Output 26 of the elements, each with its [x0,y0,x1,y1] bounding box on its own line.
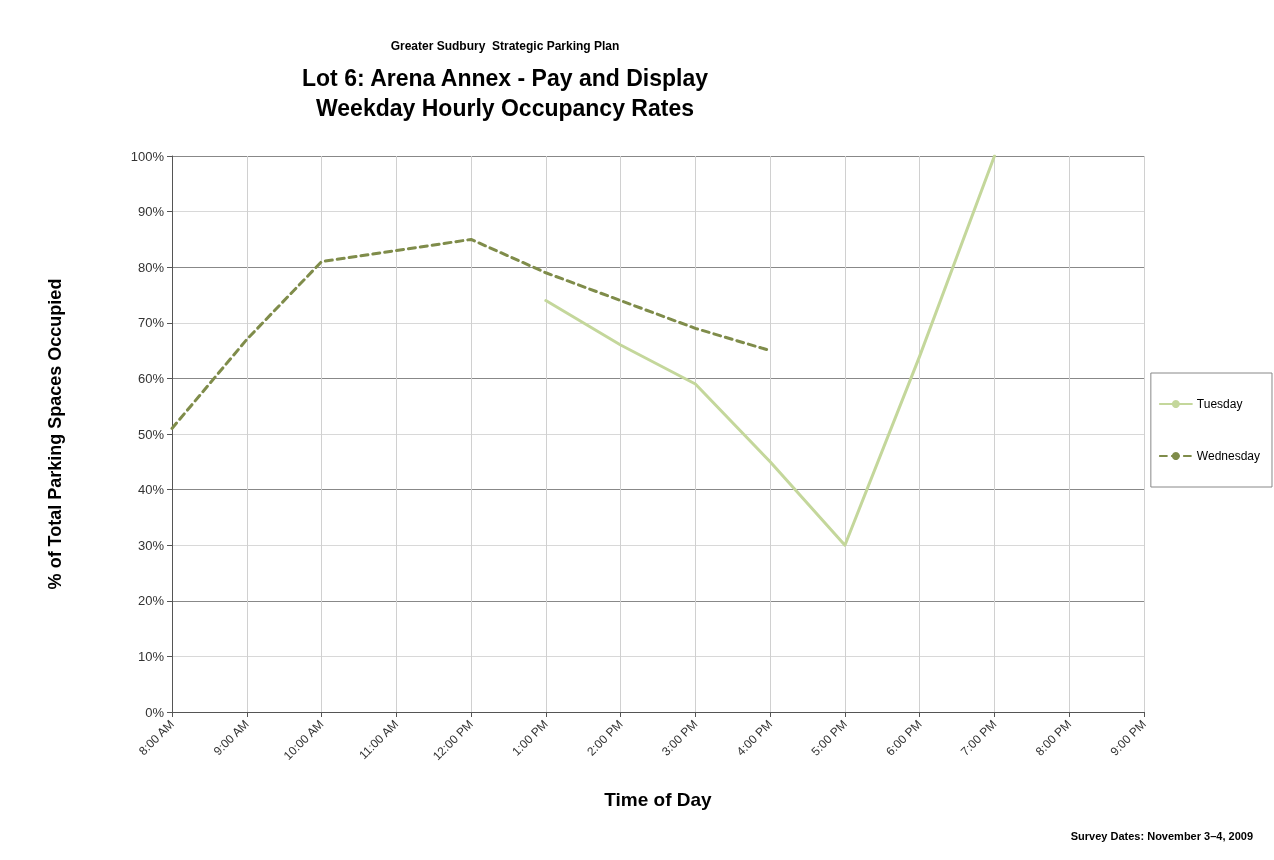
x-axis-title: Time of Day [604,789,713,810]
y-tick-label: 10% [137,648,165,664]
line-series [544,154,996,547]
y-axis-title: % of Total Parking Spaces Occupied [45,278,65,590]
chart-subtitle: Greater Sudbury Strategic Parking Plan [390,39,620,53]
y-tick-label: 40% [137,482,165,498]
chart-title: Lot 6: Arena Annex - Pay and Display Weekday Hourly Occupancy Rates [301,65,709,121]
y-tick-label: 90% [137,204,165,220]
x-tick-label: 8:00 AM [135,717,177,759]
y-tick-label: 80% [137,259,165,275]
legend-label: Wednesday [1196,449,1260,463]
x-tick-label: 6:00 PM [883,717,925,759]
x-tick-label: 7:00 PM [957,717,1000,759]
y-tick-label: 0% [145,704,165,720]
y-tick-label: 50% [137,426,165,442]
y-tick-label: 30% [137,537,165,553]
y-tick-label: 60% [137,370,165,386]
x-tick-label: 8:00 PM [1032,717,1075,759]
legend-label: Tuesday [1196,397,1243,411]
y-tick-label: 70% [137,315,165,331]
x-tick-label: 9:00 PM [1107,717,1149,759]
y-tick-label: 100% [130,148,165,164]
x-tick-label: 4:00 PM [733,717,776,759]
text: Survey Dates: November 3–4, 2009 [1070,829,1253,842]
y-tick-label: 20% [137,593,165,609]
x-tick-label: 9:00 AM [210,717,252,759]
